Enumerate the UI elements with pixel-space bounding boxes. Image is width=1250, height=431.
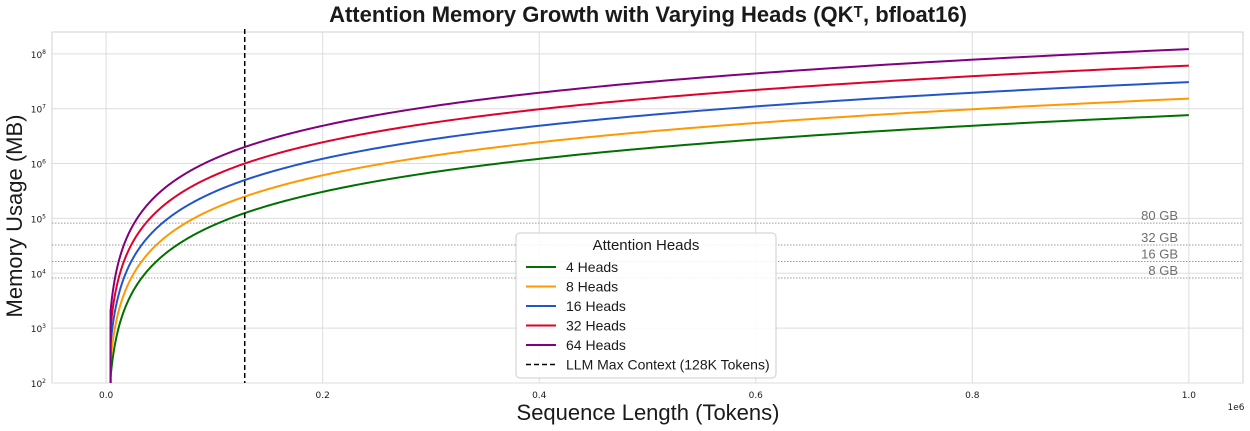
legend-title: Attention Heads xyxy=(593,237,700,254)
y-axis-ticks: 102 103 104 105 106 107 108 xyxy=(31,49,46,390)
series-lines xyxy=(109,48,1189,383)
x-tick-label: 0.8 xyxy=(965,391,980,401)
series-line xyxy=(109,114,1189,383)
y-tick-label: 108 xyxy=(31,49,46,61)
x-tick-label: 1.0 xyxy=(1182,391,1197,401)
y-tick-label: 102 xyxy=(31,378,46,390)
series-line xyxy=(109,81,1189,383)
reference-label: 32 GB xyxy=(1141,230,1178,245)
y-tick-label: 107 xyxy=(31,104,46,116)
legend-item: 64 Heads xyxy=(566,337,626,353)
y-tick-label: 103 xyxy=(31,323,46,335)
chart-title: Attention Memory Growth with Varying Hea… xyxy=(329,2,967,27)
y-tick-label: 104 xyxy=(31,268,46,280)
series-line xyxy=(109,48,1189,383)
x-tick-label: 0.0 xyxy=(99,391,114,401)
reference-label: 16 GB xyxy=(1141,247,1178,262)
y-tick-label: 105 xyxy=(31,213,46,225)
legend-item: LLM Max Context (128K Tokens) xyxy=(566,357,770,373)
x-offset-label: 1e6 xyxy=(1228,403,1245,413)
x-tick-label: 0.6 xyxy=(749,391,764,401)
legend: Attention Heads 4 Heads 8 Heads 16 Heads 32 … xyxy=(515,232,777,379)
x-axis-label: Sequence Length (Tokens) xyxy=(517,400,780,425)
reference-label: 80 GB xyxy=(1141,208,1178,223)
legend-item: 32 Heads xyxy=(566,318,626,334)
legend-item: 8 Heads xyxy=(566,279,618,295)
x-axis-ticks: 0.0 0.2 0.4 0.6 0.8 1.0 xyxy=(99,391,1196,401)
legend-box xyxy=(515,232,777,379)
series-line xyxy=(109,64,1189,383)
y-tick-label: 106 xyxy=(31,159,46,171)
x-tick-label: 0.4 xyxy=(532,391,547,401)
y-axis-label: Memory Usage (MB) xyxy=(2,115,27,318)
legend-item: 16 Heads xyxy=(566,298,626,314)
x-tick-label: 0.2 xyxy=(316,391,330,401)
reference-label: 8 GB xyxy=(1148,263,1178,278)
series-line xyxy=(109,97,1189,383)
legend-item: 4 Heads xyxy=(566,259,618,275)
